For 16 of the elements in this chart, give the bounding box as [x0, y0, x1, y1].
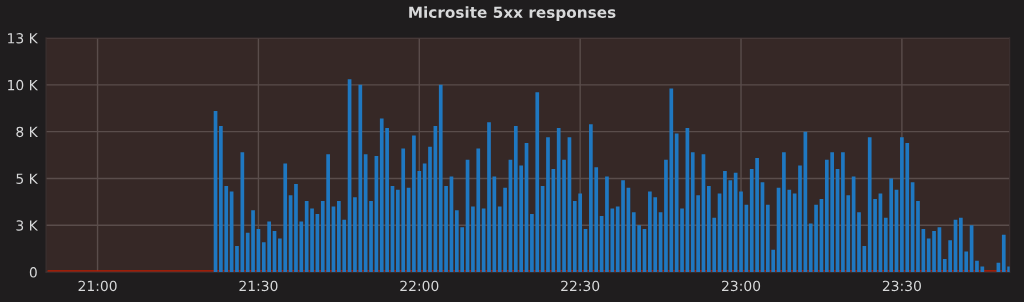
bar [739, 191, 743, 273]
y-tick-label: 10 K [8, 79, 39, 91]
x-tick-label: 21:30 [239, 280, 278, 292]
bar [546, 137, 550, 273]
y-tick-label: 0 [29, 267, 37, 278]
y-tick-label: 3 K [16, 220, 39, 231]
y-tick-label: 8 K [16, 126, 39, 138]
y-tick-label: 13 K [8, 33, 39, 44]
x-tick-label: 23:00 [722, 280, 761, 292]
x-tick-label: 21:00 [78, 280, 117, 292]
chart-title: Microsite 5xx responses [409, 6, 616, 21]
x-tick-label: 23:30 [882, 280, 921, 292]
y-tick-label: 5 K [16, 173, 39, 184]
bar [1001, 234, 1006, 273]
x-tick-label: 22:00 [400, 280, 439, 292]
x-tick-label: 22:30 [561, 280, 600, 292]
